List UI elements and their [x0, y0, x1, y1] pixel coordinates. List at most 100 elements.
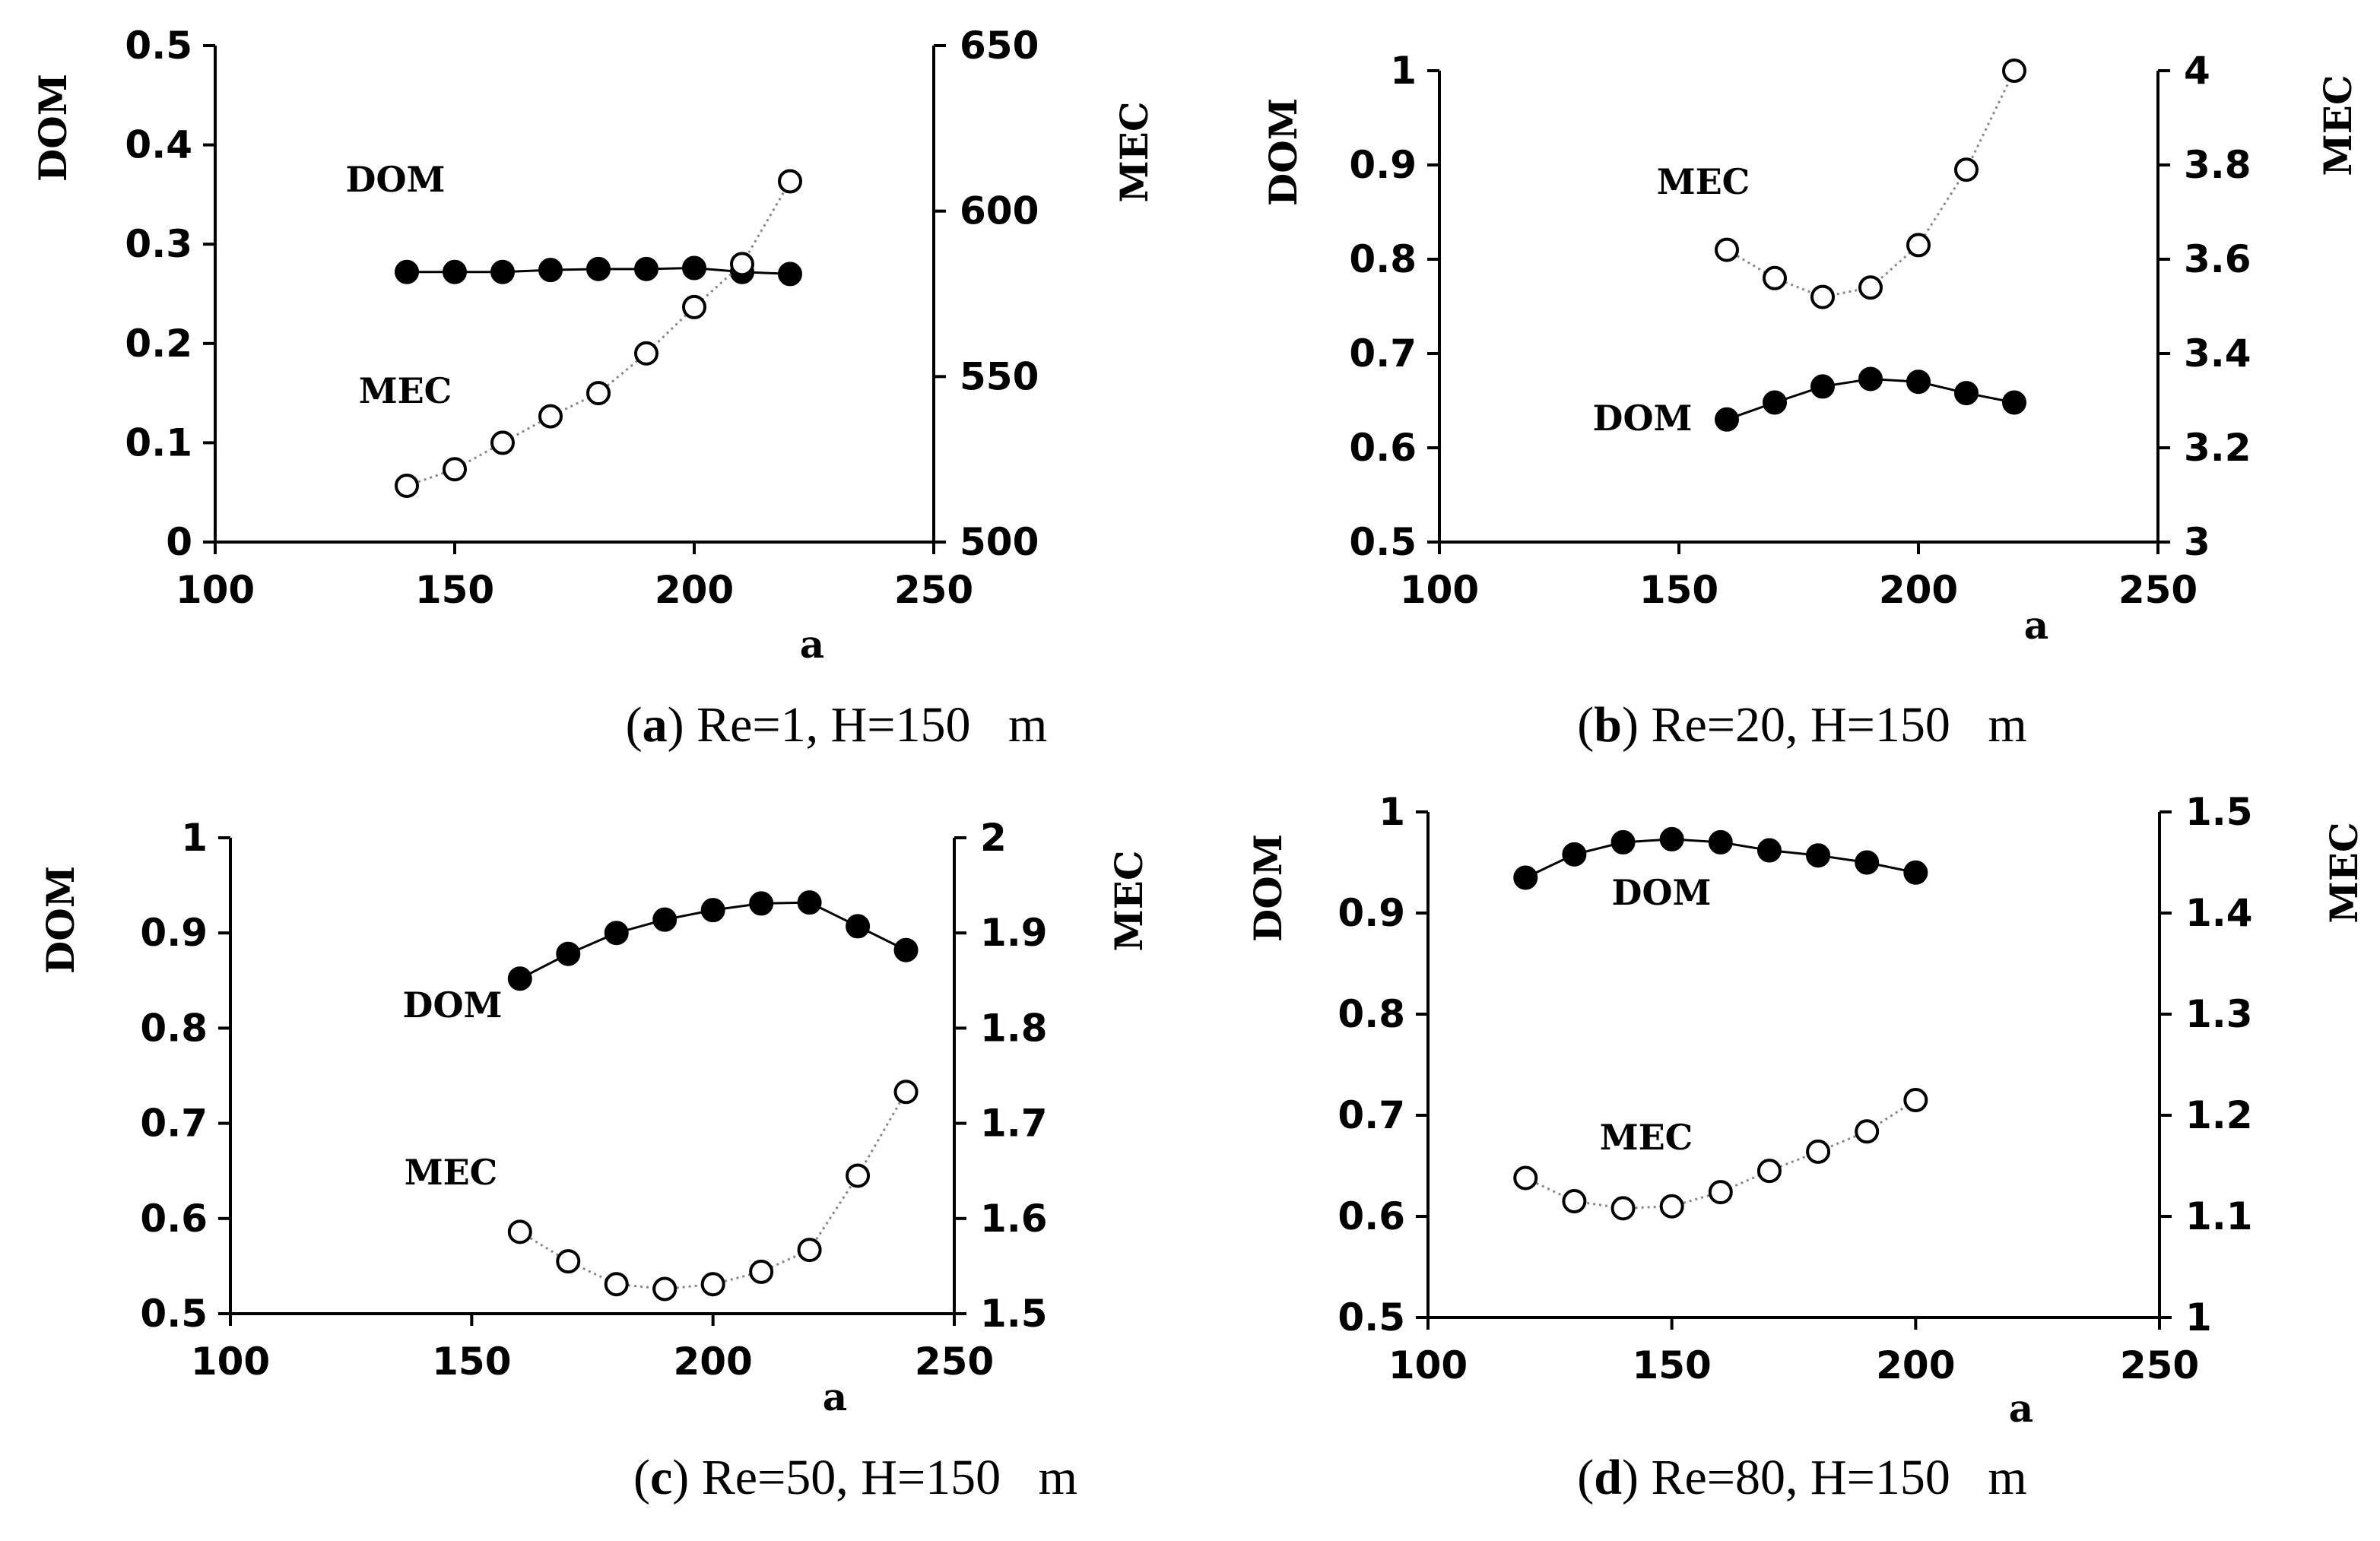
x-axis-title: a: [823, 1375, 847, 1419]
x-tick-label: 200: [1879, 568, 1958, 612]
panel-caption: (c) Re=50, H=150 m: [633, 1450, 1077, 1505]
y2-tick-label: 1.6: [980, 1197, 1048, 1241]
panel-caption: (a) Re=1, H=150 m: [626, 697, 1048, 753]
y2-tick-label: 1.8: [980, 1006, 1048, 1050]
series-label-mec: MEC: [405, 1152, 498, 1193]
data-point-mec: [490, 430, 515, 455]
data-point-dom: [1610, 829, 1636, 855]
x-axis-title: a: [2009, 1386, 2033, 1431]
panel-letter: c: [650, 1450, 672, 1505]
data-point-mec: [604, 1272, 629, 1297]
x-tick-label: 100: [1400, 568, 1479, 612]
y2-tick-label: 2: [980, 816, 1007, 860]
y2-tick-label: 1.9: [980, 911, 1048, 955]
data-point-dom: [749, 891, 774, 916]
y-tick-label: 0.6: [140, 1197, 208, 1241]
data-point-mec: [700, 1272, 725, 1297]
data-point-mec: [1715, 237, 1739, 262]
x-tick-label: 250: [915, 1340, 994, 1384]
panel-letter: a: [643, 697, 668, 753]
data-point-dom: [893, 937, 919, 962]
y2-tick-label: 1.2: [2185, 1093, 2253, 1137]
series-label-dom: DOM: [1612, 872, 1712, 913]
y2-tick-label: 500: [960, 520, 1039, 564]
y-tick-label: 0.9: [1338, 891, 1405, 935]
y2-tick-label: 4: [2184, 49, 2210, 93]
x-tick-label: 100: [191, 1340, 270, 1384]
y2-tick-label: 1.7: [980, 1102, 1048, 1146]
y2-tick-label: 550: [960, 354, 1039, 398]
data-point-dom: [395, 259, 419, 284]
panel-letter: b: [1594, 697, 1622, 753]
data-point-mec: [1858, 275, 1883, 300]
data-point-mec: [586, 381, 611, 406]
y2-tick-label: 650: [960, 24, 1039, 68]
x-tick-label: 200: [655, 568, 734, 612]
data-point-mec: [1610, 1196, 1636, 1221]
x-axis-title: a: [800, 622, 824, 667]
data-point-dom: [538, 258, 563, 283]
y-tick-label: 0.7: [1338, 1093, 1405, 1137]
caption-text: Re=50, H=150 m: [689, 1450, 1077, 1505]
y-tick-label: 0.5: [125, 24, 192, 68]
y2-tick-label: 1.1: [2185, 1194, 2253, 1238]
y-tick-label: 0.9: [140, 911, 208, 955]
y-tick-label: 0.8: [140, 1006, 208, 1050]
y-tick-label: 0.7: [1349, 331, 1417, 376]
y-tick-label: 1: [1390, 49, 1417, 93]
data-point-dom: [652, 907, 678, 932]
series-line-mec: [1726, 70, 2016, 299]
y2-tick-label: 600: [960, 189, 1039, 233]
x-tick-label: 200: [673, 1340, 752, 1384]
data-point-mec: [634, 341, 658, 366]
x-tick-label: 150: [1632, 1343, 1711, 1387]
x-tick-label: 150: [1639, 568, 1718, 612]
x-tick-label: 250: [2118, 568, 2198, 612]
x-tick-label: 200: [1876, 1343, 1955, 1387]
x-tick-label: 100: [1388, 1343, 1468, 1387]
y-tick-label: 0.5: [1349, 520, 1417, 564]
y-axis-title: DOM: [30, 74, 75, 182]
y-tick-label: 0.6: [1338, 1194, 1405, 1238]
y2-axis-title: MEC: [2321, 822, 2366, 923]
data-point-mec: [1513, 1165, 1538, 1191]
data-point-dom: [1855, 850, 1880, 875]
data-point-mec: [893, 1080, 919, 1105]
y-tick-label: 0.8: [1349, 237, 1417, 281]
y-tick-label: 0: [166, 520, 192, 564]
data-point-mec: [682, 294, 706, 319]
data-point-dom: [586, 256, 611, 281]
y-axis-title: DOM: [38, 866, 83, 974]
y-tick-label: 0.6: [1349, 426, 1417, 470]
y-tick-label: 0.4: [125, 123, 192, 167]
data-point-mec: [778, 169, 802, 194]
data-point-dom: [1756, 838, 1782, 863]
data-point-mec: [507, 1219, 532, 1245]
caption-text: Re=1, H=150 m: [684, 697, 1048, 753]
panel-d: 100 150 200 250 0.5 0.6 0.7 0.8 0.9 1 1 1.1 1.2 1.3 1.…: [1246, 790, 2366, 1505]
x-tick-label: 250: [894, 568, 973, 612]
data-point-dom: [1763, 390, 1787, 415]
y-tick-label: 1: [181, 816, 208, 860]
data-point-mec: [1708, 1180, 1733, 1205]
data-point-mec: [1903, 1088, 1928, 1113]
y2-tick-label: 3.6: [2184, 237, 2251, 281]
panel-letter: d: [1594, 1450, 1622, 1505]
data-point-dom: [1715, 407, 1739, 432]
y2-axis-title: MEC: [2315, 75, 2360, 176]
data-point-dom: [1806, 843, 1831, 868]
panel-c: 100 150 200 250 0.5 0.6 0.7 0.8 0.9 1 1.5 1.6 1.7 1.8…: [38, 816, 1151, 1505]
y-tick-label: 0.5: [140, 1292, 208, 1336]
caption-text: Re=20, H=150 m: [1639, 697, 2027, 753]
y2-tick-label: 3.4: [2184, 331, 2251, 376]
data-point-dom: [1562, 842, 1587, 867]
panel-b: 100 150 200 250 0.5 0.6 0.7 0.8 0.9 1 3 3.2 3.4 3.6 3.…: [1261, 49, 2360, 753]
data-point-dom: [797, 890, 822, 915]
series-label-dom: DOM: [1593, 398, 1693, 439]
y2-axis-title: MEC: [1112, 101, 1157, 202]
data-point-mec: [1756, 1159, 1782, 1184]
data-point-dom: [443, 259, 467, 284]
x-tick-label: 250: [2120, 1343, 2199, 1387]
data-point-mec: [1659, 1194, 1684, 1219]
